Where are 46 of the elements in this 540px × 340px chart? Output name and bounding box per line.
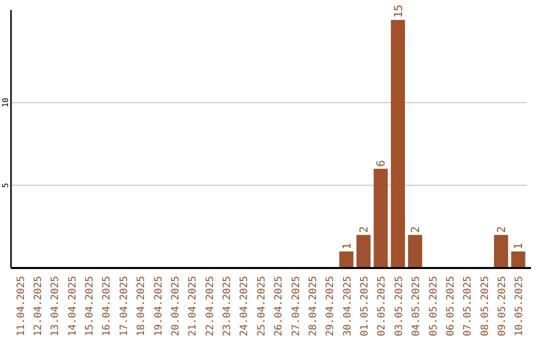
bar <box>390 20 405 268</box>
x-tick-label: 21.04.2025 <box>188 276 199 336</box>
bar <box>339 251 354 268</box>
x-tick-label: 12.04.2025 <box>32 276 44 336</box>
x-tick-label: 03.05.2025 <box>394 276 405 336</box>
x-tick-label: 16.04.2025 <box>102 276 113 336</box>
x-tick-label: 01.05.2025 <box>360 276 371 336</box>
data-label: 2 <box>495 226 508 233</box>
x-tick-label: 07.05.2025 <box>462 276 474 336</box>
x-tick-label: 28.04.2025 <box>308 276 319 336</box>
x-tick-label: 10.05.2025 <box>514 276 526 336</box>
x-tick-label: 26.04.2025 <box>274 276 285 336</box>
x-tick-label: 02.05.2025 <box>376 276 388 336</box>
x-tick-label: 18.04.2025 <box>136 276 148 336</box>
bar <box>408 234 422 268</box>
x-tick-label: 08.05.2025 <box>480 276 491 336</box>
x-tick-label: 20.04.2025 <box>170 276 182 336</box>
x-tick-label: 25.04.2025 <box>256 276 268 336</box>
x-tick-label: 30.04.2025 <box>342 276 354 336</box>
data-label: 1 <box>340 242 354 250</box>
x-tick-label: 27.04.2025 <box>290 276 302 336</box>
x-tick-label: 11.04.2025 <box>16 276 27 336</box>
x-tick-label: 14.04.2025 <box>67 276 78 336</box>
x-tick-label: 15.04.2025 <box>84 276 96 336</box>
y-tick-label: 5 <box>1 182 10 188</box>
x-tick-label: 04.05.2025 <box>411 276 422 336</box>
bar <box>374 168 388 268</box>
data-label: 6 <box>374 160 388 167</box>
data-label: 2 <box>358 226 371 233</box>
x-tick-label: 29.04.2025 <box>325 276 336 336</box>
data-label: 15 <box>392 4 405 18</box>
bar <box>511 251 526 268</box>
x-tick-label: 09.05.2025 <box>497 276 508 336</box>
data-label: 1 <box>512 242 526 250</box>
data-label: 2 <box>409 226 422 233</box>
x-tick-label: 22.04.2025 <box>204 276 216 336</box>
x-tick-label: 06.05.2025 <box>445 276 456 336</box>
x-tick-label: 05.05.2025 <box>428 276 440 336</box>
x-tick-label: 24.04.2025 <box>239 276 250 336</box>
bar <box>494 234 508 268</box>
x-tick-label: 19.04.2025 <box>153 276 164 336</box>
y-tick-label: 10 <box>1 98 10 108</box>
x-tick-label: 23.04.2025 <box>222 276 234 336</box>
bar <box>356 234 371 268</box>
x-tick-label: 17.04.2025 <box>118 276 130 336</box>
x-tick-label: 13.04.2025 <box>50 276 62 336</box>
